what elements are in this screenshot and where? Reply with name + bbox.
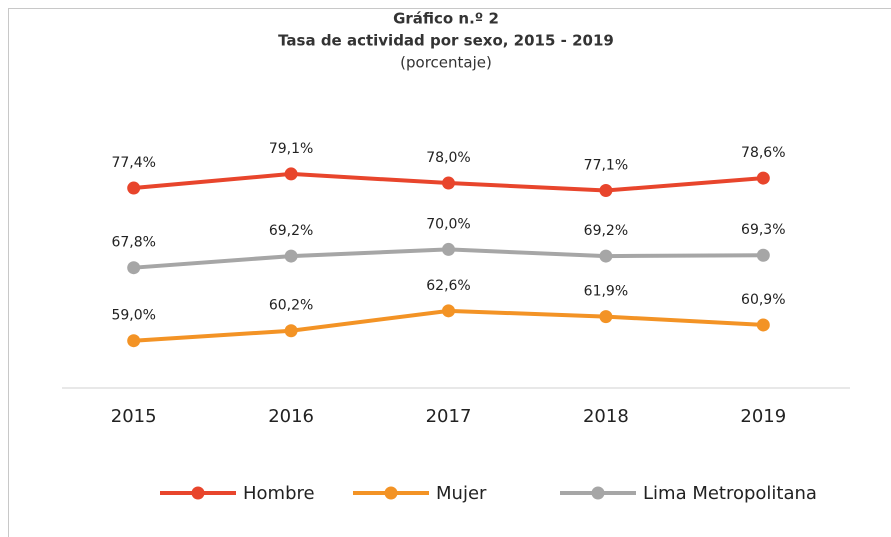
legend-marker — [384, 486, 398, 500]
data-label: 67,8% — [111, 235, 155, 251]
chart-subtitle: Tasa de actividad por sexo, 2015 - 2019 — [278, 32, 614, 50]
data-label: 69,3% — [741, 222, 785, 238]
legend-marker — [591, 486, 605, 500]
data-label: 62,6% — [426, 278, 470, 294]
data-label: 77,1% — [584, 158, 628, 174]
point — [756, 318, 770, 332]
data-label: 78,0% — [426, 150, 470, 166]
point — [756, 171, 770, 185]
point — [442, 242, 455, 256]
x-tick-label: 2018 — [583, 406, 629, 427]
data-label: 59,0% — [111, 308, 155, 324]
point — [442, 176, 455, 190]
legend-label: Mujer — [436, 483, 487, 504]
data-label: 77,4% — [111, 155, 155, 171]
x-tick-label: 2017 — [426, 406, 472, 427]
point — [127, 181, 141, 195]
data-label: 60,9% — [741, 292, 785, 308]
point — [284, 249, 298, 263]
point — [599, 184, 613, 198]
data-label: 78,6% — [741, 145, 785, 161]
data-label: 61,9% — [584, 284, 628, 300]
point — [284, 324, 298, 338]
unit-note: (porcentaje) — [400, 54, 492, 72]
data-label: 69,2% — [584, 223, 628, 239]
point — [284, 167, 298, 181]
legend-label: Hombre — [243, 483, 315, 504]
point — [599, 310, 613, 324]
legend-label: Lima Metropolitana — [643, 483, 817, 504]
chart-frame — [8, 8, 891, 537]
data-label: 70,0% — [426, 216, 470, 232]
x-tick-label: 2016 — [268, 406, 314, 427]
data-label: 79,1% — [269, 141, 313, 157]
point — [127, 261, 141, 275]
point — [756, 248, 770, 262]
chart-title: Gráfico n.º 2 — [393, 10, 499, 28]
data-label: 60,2% — [269, 298, 313, 314]
data-label: 69,2% — [269, 223, 313, 239]
point — [599, 249, 613, 263]
point — [442, 304, 455, 318]
point — [127, 334, 141, 348]
x-tick-label: 2015 — [111, 406, 157, 427]
x-tick-label: 2019 — [740, 406, 786, 427]
legend-marker — [191, 486, 205, 500]
